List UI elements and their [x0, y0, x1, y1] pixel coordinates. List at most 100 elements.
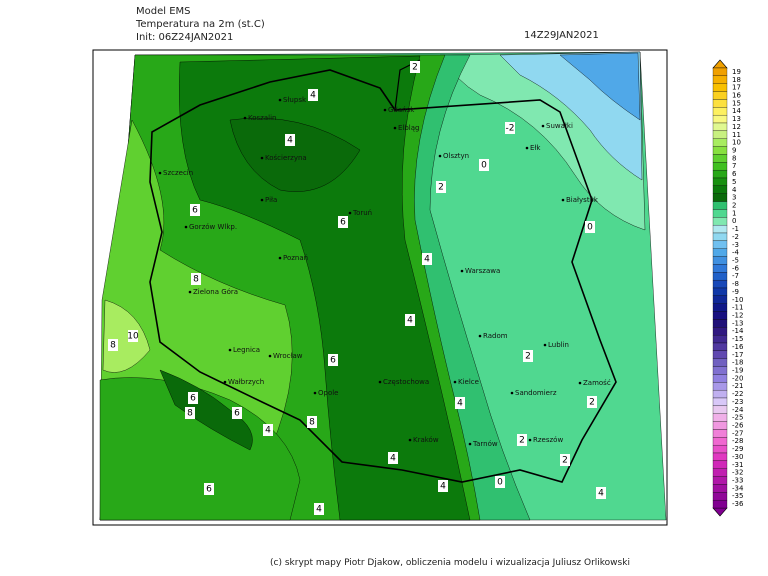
colorbar-label: -27 [732, 429, 743, 437]
contour-label-box [438, 480, 448, 492]
city-marker [228, 348, 232, 352]
contour-label-box [585, 221, 595, 233]
city-marker [525, 146, 529, 150]
colorbar-label: 4 [732, 186, 737, 194]
colorbar-label: -6 [732, 264, 740, 272]
colorbar-label: -8 [732, 280, 739, 288]
colorbar-label: 16 [732, 92, 741, 100]
colorbar-arrow [712, 507, 728, 517]
contour-label-box [517, 434, 527, 446]
contour-label: 6 [330, 356, 336, 366]
city-marker [383, 108, 387, 112]
colorbar-cell [712, 209, 728, 218]
city-name: Tarnów [472, 440, 498, 448]
city-marker [188, 290, 192, 294]
colorbar-label: -30 [732, 453, 743, 461]
contour-label-box [523, 350, 533, 362]
colorbar-cell [712, 452, 728, 462]
colorbar-label: 17 [732, 84, 741, 92]
colorbar-cell [712, 421, 728, 430]
contour-label: 8 [193, 275, 199, 285]
colorbar-cell [712, 334, 728, 344]
contour-label: 6 [190, 394, 196, 404]
contour-label: 2 [589, 398, 595, 408]
colorbar-cell [712, 146, 728, 155]
colorbar-cell [712, 279, 728, 289]
contour-label-box [308, 89, 318, 101]
colorbar-cell [712, 114, 728, 124]
city-marker [393, 126, 397, 130]
colorbar-label: -16 [732, 343, 744, 351]
colorbar-cell [712, 468, 728, 477]
contour-label: 2 [438, 183, 444, 193]
colorbar-cell [712, 374, 728, 383]
colorbar-cell [712, 240, 728, 249]
colorbar-label: -17 [732, 351, 743, 359]
colorbar-label: -34 [732, 484, 744, 492]
city-name: Suwałki [546, 122, 573, 130]
city-name: Gdańsk [388, 106, 415, 114]
city-name: Gorzów Wlkp. [189, 223, 237, 231]
contour-label: 0 [497, 478, 503, 488]
colorbar-label: -9 [732, 288, 739, 296]
colorbar-label: -24 [732, 406, 744, 414]
contour-label: 4 [457, 399, 463, 409]
city-marker [408, 438, 412, 442]
colorbar-cell [712, 295, 728, 304]
city-name: Warszawa [465, 267, 500, 275]
colorbar-cell [712, 185, 728, 194]
contour-label-box [190, 204, 200, 216]
colorbar-label: -7 [732, 272, 739, 280]
colorbar-label: -22 [732, 390, 743, 398]
contour-label: 2 [525, 352, 531, 362]
city-marker [348, 211, 352, 215]
colorbar-cell [712, 476, 728, 485]
contour-label-box [560, 454, 570, 466]
colorbar-label: -29 [732, 445, 743, 453]
contour-label-box [455, 397, 465, 409]
contour-label: 10 [127, 332, 139, 342]
colorbar-cell [712, 75, 728, 84]
colorbar-cell [712, 232, 728, 242]
colorbar-label: 10 [732, 139, 741, 147]
colorbar-cell [712, 413, 728, 422]
colorbar-label: -12 [732, 312, 743, 320]
colorbar-cell [712, 162, 728, 171]
colorbar-label: 6 [732, 170, 737, 178]
contour-label-box [191, 273, 201, 285]
city-name: Piła [265, 196, 277, 204]
colorbar-label: -32 [732, 469, 743, 477]
city-marker [278, 98, 282, 102]
contour-label: 6 [192, 206, 198, 216]
colorbar-label: 19 [732, 68, 741, 76]
city-name: Kościerzyna [265, 154, 307, 162]
colorbar-label: -26 [732, 422, 744, 430]
contour-label-box [108, 339, 118, 351]
city-name: Radom [483, 332, 508, 340]
city-name: Słupsk [283, 96, 307, 104]
city-name: Sandomierz [515, 389, 557, 397]
city-name: Zielona Góra [193, 288, 238, 296]
colorbar-cell [712, 397, 728, 407]
colorbar-label: -11 [732, 304, 743, 312]
colorbar-cell [712, 484, 728, 493]
colorbar-cell [712, 499, 728, 509]
city-name: Lublin [548, 341, 569, 349]
colorbar-cell [712, 437, 728, 446]
city-marker [378, 380, 382, 384]
contour-label-box [388, 452, 398, 464]
contour-label: 4 [440, 482, 446, 492]
city-name: Koszalin [248, 114, 276, 122]
contour-label-box [307, 416, 317, 428]
contour-label: 4 [310, 91, 316, 101]
contour-label-box [204, 483, 214, 495]
colorbar-cell [712, 327, 728, 336]
contour-label-box [410, 61, 420, 73]
temperature-region [159, 369, 253, 451]
init-time: Init: 06Z24JAN2021 [136, 32, 233, 43]
colorbar-label: -13 [732, 319, 743, 327]
colorbar-label: -31 [732, 461, 743, 469]
contour-label-box [285, 134, 295, 146]
colorbar-label: 8 [732, 154, 736, 162]
colorbar-label: 14 [732, 107, 741, 115]
